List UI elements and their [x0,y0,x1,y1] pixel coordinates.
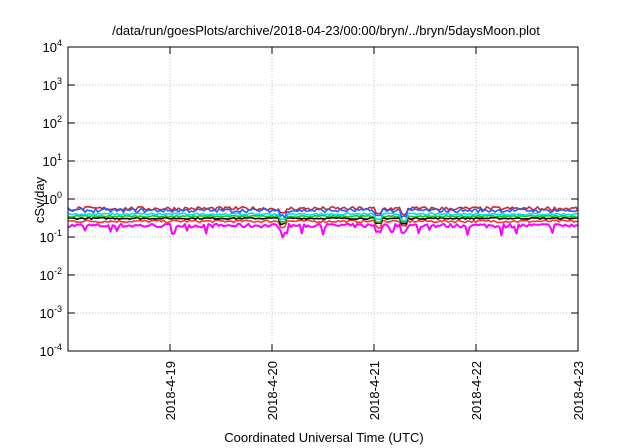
y-tick-label: 102 [43,114,62,131]
series-line [67,214,579,224]
x-tick-label: 2018-4-21 [367,361,382,420]
y-tick-label: 10-3 [40,304,62,321]
x-tick-label: 2018-4-23 [571,361,586,420]
y-tick-label: 10-4 [40,342,62,359]
y-tick-label: 10-2 [40,266,62,283]
y-tick-label: 10-1 [40,228,62,245]
y-axis-label: cSv/day [32,176,47,223]
grid [68,47,579,351]
x-axis-label: Coordinated Universal Time (UTC) [224,430,423,445]
y-tick-label: 103 [43,76,62,93]
series-line [67,222,579,239]
series-line [67,212,579,222]
x-tick-label: 2018-4-20 [265,361,280,420]
x-tick-label: 2018-4-19 [163,361,178,420]
x-tick-label: 2018-4-22 [469,361,484,420]
y-tick-label: 104 [43,38,62,55]
chart-title: /data/run/goesPlots/archive/2018-04-23/0… [112,23,540,38]
series-line [68,216,579,226]
series-line [68,219,579,229]
y-tick-label: 101 [43,152,62,169]
series-lines [67,205,579,239]
series-line [67,207,579,219]
x-axis: 2018-4-19 2018-4-20 2018-4-21 2018-4-22 2018… [163,47,586,420]
